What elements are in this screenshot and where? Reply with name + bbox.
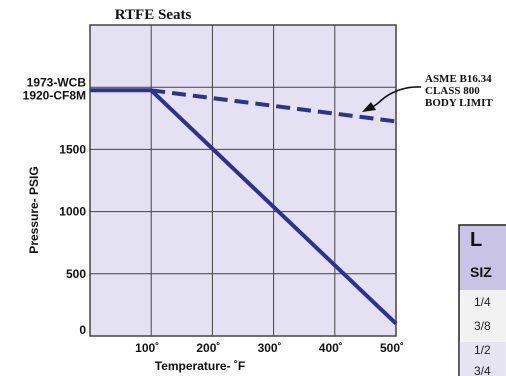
table-border: [458, 224, 506, 376]
x-axis-label: Temperature- ˚F: [155, 359, 245, 373]
chart-title: RTFE Seats: [115, 7, 192, 23]
annotation-line-0: ASME B16.34: [425, 73, 492, 85]
table-row-label-2: 1/2: [474, 343, 491, 357]
x-tick-label-2: 300˚: [258, 341, 282, 355]
table-row-bg: [459, 342, 506, 376]
annotation-line-2: BODY LIMIT: [425, 97, 493, 109]
y-extra-label-line-1: 1920-CF8M: [23, 88, 86, 102]
y-tick-label-0: 0: [79, 323, 86, 337]
table-row-label-1: 3/8: [474, 319, 491, 333]
partial-table: L SIZ 1/4 3/8 1/2 3/4: [458, 224, 506, 376]
x-tick-label-4: 500˚: [380, 341, 404, 355]
series-group: [90, 88, 398, 326]
annotation-arrow: [370, 86, 422, 109]
y-tick-labels: 0 500 1000 1500: [59, 142, 86, 337]
table-row-label-3: 3/4: [474, 364, 491, 376]
table-header-letter: L: [470, 229, 482, 251]
x-tick-label-1: 200˚: [196, 341, 220, 355]
table-row-label-0: 1/4: [474, 295, 491, 309]
table-subheader: SIZ: [470, 264, 492, 280]
annotation-arrowhead: [362, 102, 376, 112]
x-tick-label-0: 100˚: [135, 341, 159, 355]
x-tick-labels: 100˚ 200˚ 300˚ 400˚ 500˚: [135, 341, 404, 355]
y-extra-label-line-0: 1973-WCB: [27, 75, 87, 89]
y-tick-label-1: 500: [66, 267, 86, 281]
y-axis-label: Pressure- PSIG: [27, 166, 41, 253]
table-rows: 1/4 3/8 1/2 3/4: [459, 295, 506, 376]
y-tick-label-2: 1000: [59, 205, 86, 219]
y-tick-label-3: 1500: [59, 142, 86, 156]
annotation-line-1: CLASS 800: [425, 85, 480, 97]
table-header-bg: [459, 225, 506, 290]
grid: [90, 25, 396, 336]
x-tick-label-3: 400˚: [319, 341, 343, 355]
